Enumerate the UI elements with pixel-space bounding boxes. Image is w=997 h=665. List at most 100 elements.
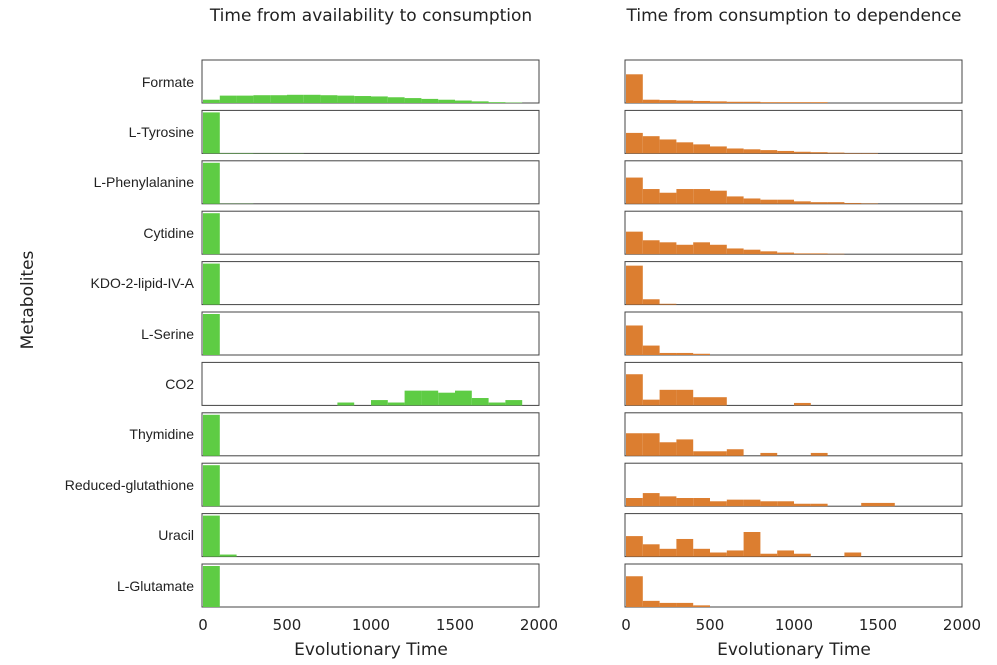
left-x-tick: 500	[272, 616, 302, 634]
left-histogram-bar	[438, 99, 455, 103]
metabolite-label: CO2	[165, 375, 194, 392]
right-histogram-bar	[827, 202, 845, 204]
right-histogram-bar	[760, 452, 778, 456]
left-histogram-bar	[320, 95, 338, 103]
right-histogram-bar	[743, 249, 761, 255]
right-histogram-bar	[743, 499, 761, 507]
right-histogram-bar	[726, 550, 744, 557]
left-histogram-bar	[270, 95, 287, 103]
metabolite-label: L-Serine	[141, 325, 194, 342]
right-histogram-bar	[760, 102, 778, 103]
right-panel-frame	[624, 59, 963, 104]
right-histogram-bar	[777, 199, 794, 204]
right-histogram-bar	[777, 252, 794, 255]
left-histogram-bar	[455, 100, 472, 103]
right-histogram-bar	[626, 433, 643, 456]
metabolite-label: Reduced-glutathione	[64, 476, 194, 493]
right-x-tick: 1500	[858, 616, 898, 634]
left-histogram-bar	[219, 554, 237, 557]
left-histogram-bar	[404, 98, 422, 103]
left-histogram-bar	[203, 263, 220, 305]
left-panel-frame	[201, 462, 540, 507]
right-histogram-bar	[726, 499, 744, 507]
right-histogram-bar	[726, 101, 744, 103]
right-histogram-bar	[693, 605, 710, 607]
left-x-tick: 2000	[519, 616, 559, 634]
right-histogram-bar	[726, 449, 744, 456]
left-panel-frame	[201, 261, 540, 306]
right-x-tick: 0	[621, 616, 631, 634]
left-x-axis-title: Evolutionary Time	[294, 640, 448, 660]
left-histogram-bar	[488, 102, 506, 103]
right-histogram-bar	[693, 451, 710, 456]
right-panel-frame	[624, 311, 963, 356]
right-histogram-bar	[743, 532, 761, 557]
right-histogram-bar	[760, 199, 778, 204]
left-histogram-bar	[371, 96, 388, 103]
right-histogram-bar	[626, 536, 643, 557]
right-histogram-bar	[659, 602, 677, 607]
right-histogram-bar	[676, 142, 694, 154]
right-histogram-bar	[642, 299, 660, 305]
right-histogram-bar	[777, 501, 794, 507]
right-histogram-bar	[659, 389, 677, 406]
right-column-title: Time from consumption to dependence	[626, 6, 962, 26]
left-histogram-bar	[337, 402, 355, 406]
right-histogram-bar	[659, 548, 677, 557]
right-histogram-bar	[642, 544, 660, 557]
right-histogram-bar	[827, 152, 845, 154]
metabolite-label: L-Phenylalanine	[93, 174, 194, 191]
right-histogram-bar	[659, 352, 677, 355]
right-histogram-bar	[810, 202, 828, 204]
left-histogram-bar	[203, 314, 220, 355]
right-histogram-bar	[693, 548, 710, 557]
left-histogram-bar	[421, 390, 439, 406]
right-histogram-bar	[642, 493, 660, 507]
right-panel-frame	[624, 361, 963, 406]
right-histogram-bar	[693, 242, 710, 255]
right-histogram-bar	[861, 502, 878, 507]
right-histogram-bar	[626, 132, 643, 154]
right-histogram-bar	[794, 553, 811, 557]
right-histogram-bar	[794, 253, 811, 255]
right-histogram-bar	[810, 152, 828, 154]
right-histogram-bar	[693, 397, 710, 406]
left-histogram-bar	[471, 101, 489, 103]
left-panel-frame	[201, 513, 540, 558]
left-histogram-bar	[203, 515, 220, 557]
left-panel-frame	[201, 210, 540, 255]
metabolite-label: Formate	[141, 73, 194, 90]
left-histogram-bar	[488, 402, 506, 406]
right-histogram-bar	[760, 501, 778, 507]
left-histogram-bar	[505, 400, 523, 406]
right-histogram-bar	[693, 144, 710, 154]
left-x-tick: 1500	[435, 616, 475, 634]
right-histogram-bar	[878, 502, 895, 507]
right-histogram-bar	[693, 498, 710, 507]
right-histogram-bar	[693, 100, 710, 103]
metabolite-label: L-Glutamate	[116, 577, 194, 594]
right-histogram-bar	[642, 600, 660, 607]
right-histogram-bar	[794, 102, 811, 103]
right-histogram-bar	[726, 196, 744, 204]
right-histogram-bar	[743, 149, 761, 154]
right-histogram-bar	[676, 189, 694, 204]
right-histogram-bar	[710, 244, 727, 255]
right-histogram-bar	[642, 345, 660, 355]
right-histogram-bar	[810, 253, 828, 255]
left-histogram-bar	[438, 392, 455, 406]
right-histogram-bar	[659, 100, 677, 103]
right-histogram-bar	[710, 501, 727, 507]
left-histogram-bar	[421, 98, 439, 103]
right-histogram-bar	[710, 397, 727, 406]
left-histogram-bar	[236, 95, 254, 103]
left-histogram-bar	[203, 99, 220, 103]
right-histogram-bar	[710, 190, 727, 204]
left-x-tick: 1000	[351, 616, 391, 634]
right-histogram-bar	[743, 101, 761, 103]
metabolite-label: KDO-2-lipid-IV-A	[90, 275, 194, 292]
right-histogram-bar	[676, 439, 694, 456]
right-histogram-bar	[794, 201, 811, 204]
right-panel-frame	[624, 563, 963, 608]
